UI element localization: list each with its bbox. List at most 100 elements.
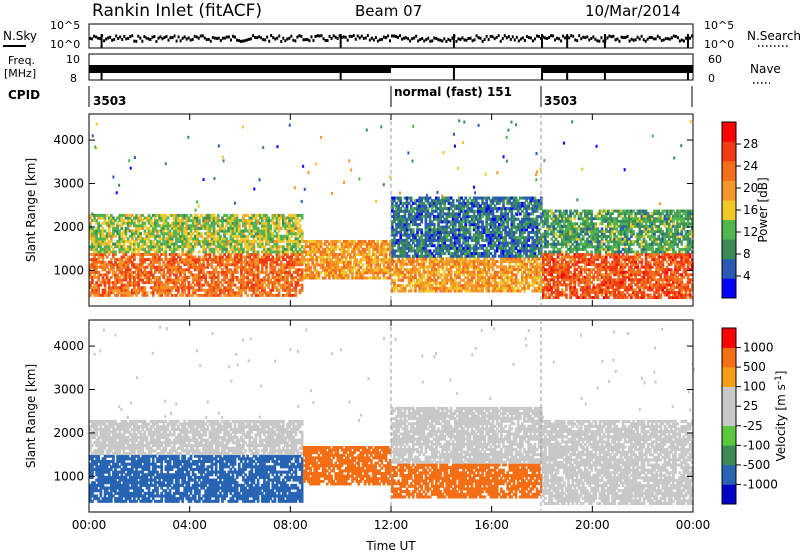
heatmap-cell	[114, 283, 117, 287]
heatmap-cell	[353, 250, 356, 254]
heatmap-cell	[263, 258, 266, 262]
heatmap-cell	[118, 250, 122, 254]
heatmap-cell	[403, 268, 407, 272]
heatmap-cell	[271, 260, 275, 264]
nsky-trace-segment	[578, 34, 581, 38]
heatmap-cell	[292, 232, 296, 236]
heatmap-cell	[500, 289, 503, 293]
heatmap-cell	[214, 258, 218, 262]
heatmap-cell	[468, 225, 472, 229]
heatmap-cell	[422, 268, 426, 272]
heatmap-cell	[407, 276, 411, 280]
heatmap-cell	[424, 289, 428, 293]
heatmap-cell	[158, 229, 161, 233]
heatmap-cell	[208, 253, 212, 256]
heatmap-cell	[445, 257, 449, 261]
heatmap-cell	[437, 270, 440, 274]
heatmap-cell	[156, 276, 159, 279]
heatmap-cell	[187, 283, 191, 287]
heatmap-cell	[107, 291, 111, 295]
heatmap-cell	[120, 247, 124, 251]
heatmap-cell	[531, 284, 535, 288]
heatmap-cell	[89, 229, 92, 233]
heatmap-cell	[309, 273, 312, 277]
heatmap-cell	[162, 276, 166, 279]
heatmap-cell	[453, 260, 457, 264]
heatmap-cell	[256, 288, 260, 292]
heatmap-cell	[292, 258, 296, 262]
heatmap-cell	[279, 234, 283, 238]
nsky-trace-segment	[117, 36, 120, 40]
heatmap-cell	[156, 232, 159, 236]
heatmap-cell	[300, 268, 304, 272]
heatmap-cell	[468, 265, 472, 269]
heatmap-cell	[166, 226, 170, 230]
heatmap-cell	[158, 234, 161, 238]
heatmap-cell	[91, 291, 94, 295]
heatmap-cell	[156, 247, 159, 251]
heatmap-cell	[133, 253, 136, 256]
heatmap-cell	[495, 276, 499, 280]
heatmap-cell	[344, 245, 348, 249]
heatmap-cell	[109, 237, 113, 241]
heatmap-cell	[122, 247, 126, 251]
heatmap-cell	[535, 273, 539, 277]
heatmap-cell	[420, 284, 424, 288]
heatmap-cell	[286, 273, 289, 277]
heatmap-cell	[198, 234, 201, 238]
heatmap-cell	[168, 229, 172, 233]
heatmap-cell	[403, 273, 407, 277]
heatmap-cell	[263, 245, 266, 249]
heatmap-cell	[151, 281, 155, 285]
heatmap-cell	[187, 291, 191, 295]
heatmap-cell	[156, 234, 159, 238]
heatmap-cell	[206, 242, 210, 246]
nsky-trace-segment	[664, 37, 667, 41]
heatmap-cell	[189, 237, 193, 241]
heatmap-cell	[198, 283, 201, 287]
heatmap-cell	[170, 278, 174, 282]
heatmap-cell	[231, 224, 235, 228]
heatmap-cell	[172, 283, 176, 287]
heatmap-cell	[128, 270, 132, 274]
heatmap-cell	[252, 265, 256, 269]
heatmap-cell	[432, 278, 436, 282]
heatmap-cell	[470, 265, 474, 269]
heatmap-cell	[269, 291, 273, 295]
heatmap-cell	[195, 276, 199, 279]
heatmap-cell	[112, 216, 115, 220]
heatmap-cell	[114, 273, 117, 277]
heatmap-cell	[300, 258, 304, 262]
nsky-trace-segment	[455, 39, 458, 43]
heatmap-cell	[109, 224, 113, 228]
heatmap-cell	[172, 268, 176, 272]
heatmap-cell	[290, 263, 294, 267]
heatmap-cell	[391, 260, 394, 264]
heatmap-cell	[91, 226, 94, 230]
heatmap-cell	[458, 289, 461, 293]
heatmap-cell	[330, 253, 333, 257]
heatmap-cell	[491, 262, 495, 266]
heatmap-cell	[336, 255, 340, 259]
heatmap-cell	[244, 286, 247, 290]
heatmap-cell	[317, 239, 321, 243]
heatmap-cell	[237, 229, 241, 233]
heatmap-cell	[141, 242, 145, 246]
heatmap-cell	[290, 288, 294, 292]
heatmap-cell	[229, 226, 233, 230]
heatmap-cell	[242, 283, 245, 287]
heatmap-cell	[145, 234, 149, 238]
heatmap-cell	[367, 245, 371, 249]
heatmap-cell	[302, 247, 306, 251]
nsky-trace-segment	[656, 34, 659, 38]
heatmap-cell	[432, 236, 436, 240]
heatmap-cell	[137, 247, 140, 251]
nsky-trace-segment	[155, 39, 158, 43]
nsky-trace-segment	[374, 36, 377, 40]
heatmap-cell	[128, 281, 132, 285]
heatmap-cell	[200, 265, 203, 269]
heatmap-cell	[338, 239, 342, 243]
heatmap-cell	[105, 250, 109, 254]
heatmap-cell	[277, 293, 281, 297]
heatmap-cell	[166, 216, 170, 220]
